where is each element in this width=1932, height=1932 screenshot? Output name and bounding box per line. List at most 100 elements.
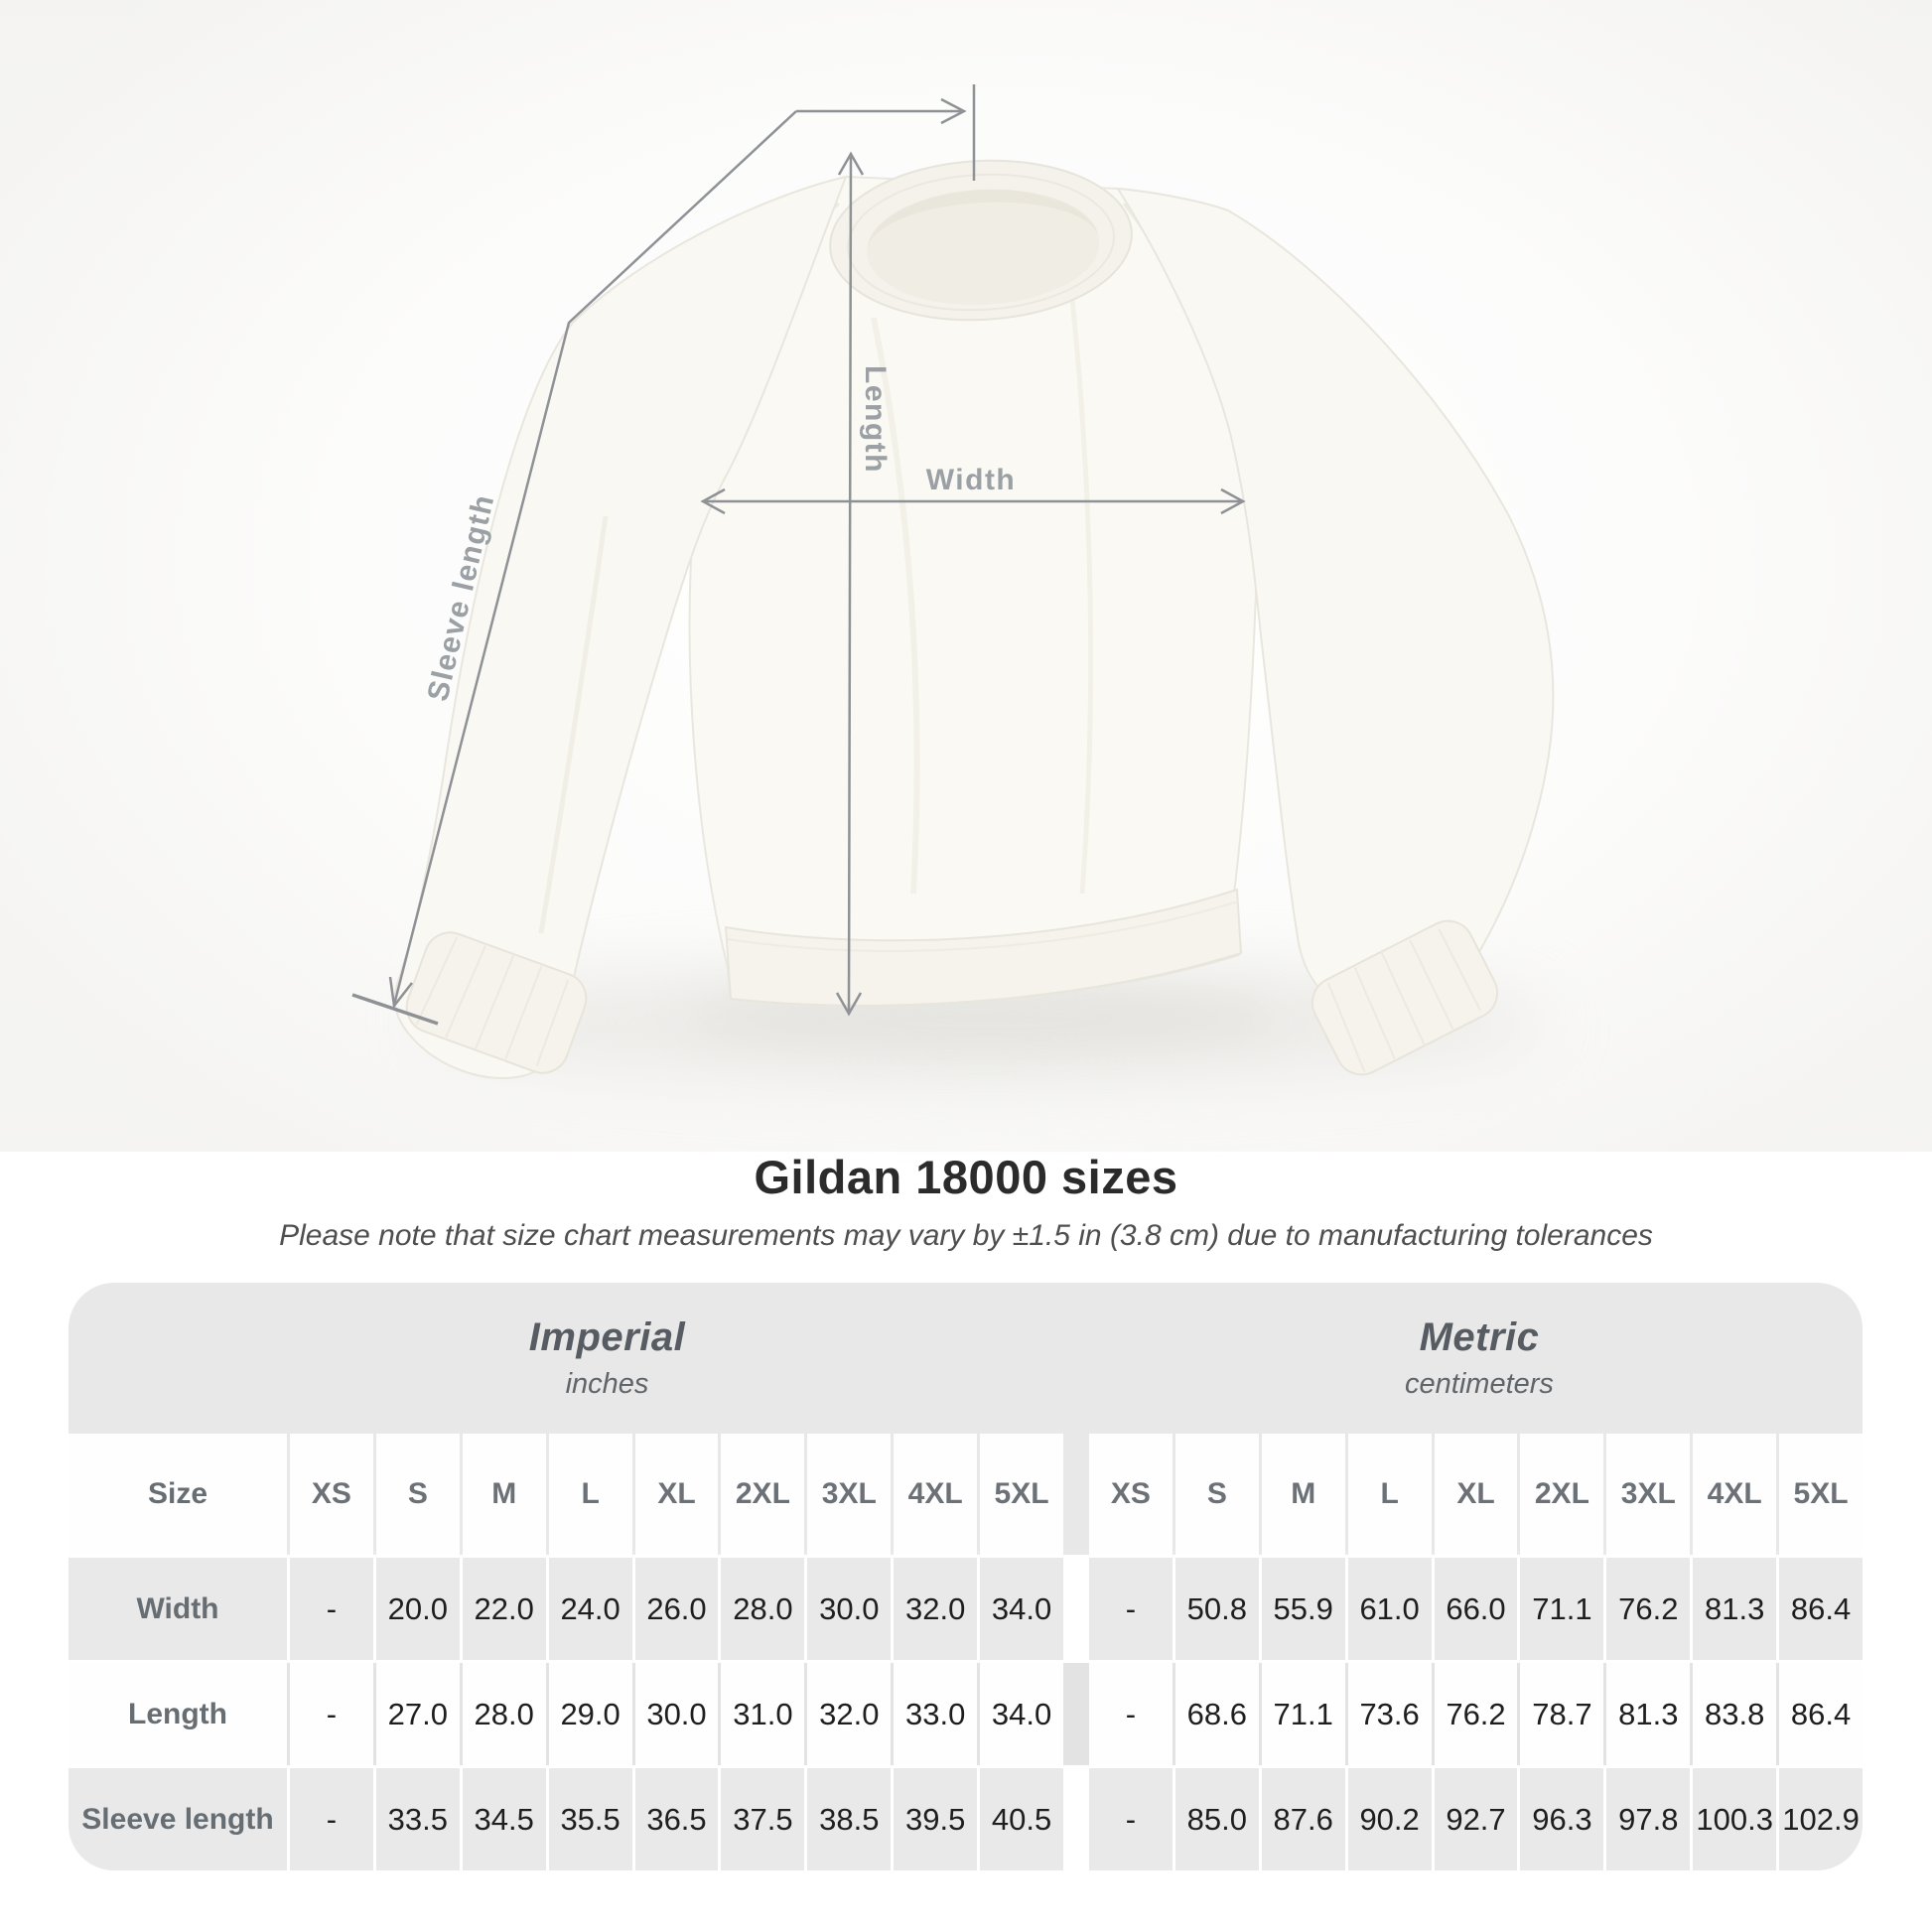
size-header-cell: 4XL — [1693, 1434, 1777, 1555]
measurement-cell: - — [290, 1663, 373, 1765]
measurement-cell: 55.9 — [1261, 1558, 1345, 1660]
measurement-cell: 30.0 — [634, 1663, 719, 1765]
width-dimension-label: Width — [925, 464, 1017, 496]
size-header-cell: 2XL — [1520, 1434, 1604, 1555]
sweatshirt-illustration — [351, 84, 1555, 1079]
measurement-cell: 68.6 — [1174, 1663, 1259, 1765]
size-header-cell: XS — [290, 1434, 373, 1555]
measurement-cell: 96.3 — [1520, 1768, 1604, 1870]
measurement-cell: 31.0 — [721, 1663, 805, 1765]
measurement-cell: 30.0 — [807, 1558, 892, 1660]
measurement-cell: 37.5 — [721, 1768, 805, 1870]
measurement-cell: 24.0 — [548, 1558, 632, 1660]
length-metric-values: -68.6 71.1 73.6 76.2 78.7 81.3 83.8 86.4 — [1089, 1663, 1863, 1765]
measurement-cell: 32.0 — [894, 1558, 978, 1660]
measurement-cell: 66.0 — [1434, 1558, 1518, 1660]
measurement-cell: 100.3 — [1693, 1768, 1777, 1870]
right-cuff — [1311, 919, 1499, 1076]
measurement-cell: - — [1089, 1663, 1173, 1765]
measurement-cell: 83.8 — [1693, 1663, 1777, 1765]
size-header-cell: XS — [1089, 1434, 1173, 1555]
measurement-cell: 71.1 — [1261, 1663, 1345, 1765]
table-row-sleeve-length: Sleeve length -33.5 34.5 35.5 36.5 37.5 38.5 3… — [69, 1765, 1863, 1870]
measurement-cell: 81.3 — [1693, 1558, 1777, 1660]
page-title: Gildan 18000 sizes — [754, 1151, 1178, 1203]
sleeve-length-dimension-arrow — [351, 110, 797, 1026]
measurement-cell: 29.0 — [548, 1663, 632, 1765]
measurement-cell: 33.0 — [894, 1663, 978, 1765]
size-header-row: Size XS S M L XL 2XL 3XL 4XL 5XL XS S M L XL 2XL 3XL 4X… — [69, 1434, 1863, 1555]
measurement-cell: 86.4 — [1779, 1663, 1863, 1765]
size-header-cell: M — [1261, 1434, 1345, 1555]
size-header-cell: 2XL — [721, 1434, 805, 1555]
width-dimension-arrow — [700, 487, 1246, 515]
table-row-length: Length -27.0 28.0 29.0 30.0 31.0 32.0 33.0 34.0… — [69, 1660, 1863, 1765]
hem-stitch — [727, 900, 1239, 952]
measurement-cell: 71.1 — [1520, 1558, 1604, 1660]
measurement-cell: 20.0 — [375, 1558, 460, 1660]
size-header-cell: S — [1174, 1434, 1259, 1555]
size-header-cell: XL — [1434, 1434, 1518, 1555]
metric-group-header: Metric centimeters — [1096, 1283, 1863, 1434]
measurement-cell: 85.0 — [1174, 1768, 1259, 1870]
length-dimension-arrow — [835, 151, 865, 1017]
measurement-cell: 76.2 — [1434, 1663, 1518, 1765]
measurement-cell: 28.0 — [462, 1663, 546, 1765]
sleeve-metric-values: -85.0 87.6 90.2 92.7 96.3 97.8 100.3 102.9 — [1089, 1768, 1863, 1870]
measurement-cell: 97.8 — [1606, 1768, 1691, 1870]
row-label-length: Length — [69, 1663, 287, 1765]
imperial-group-unit: inches — [565, 1368, 649, 1400]
measurement-cell: 22.0 — [462, 1558, 546, 1660]
fabric-crease — [1069, 297, 1094, 895]
measurement-cell: 32.0 — [807, 1663, 892, 1765]
size-header-cell: 5XL — [980, 1434, 1064, 1555]
size-column-header: Size — [69, 1434, 287, 1555]
measurement-cell: 76.2 — [1606, 1558, 1691, 1660]
measurement-cell: 90.2 — [1347, 1768, 1432, 1870]
table-row-width: Width -20.0 22.0 24.0 26.0 28.0 30.0 32.0 34.0 … — [69, 1555, 1863, 1660]
measurement-cell: 33.5 — [375, 1768, 460, 1870]
measurement-cell: 81.3 — [1606, 1663, 1691, 1765]
product-photo-section: Length Width Sleeve length — [0, 0, 1932, 1152]
measurement-cell: 34.5 — [462, 1768, 546, 1870]
left-cuff — [405, 931, 588, 1074]
imperial-group-label: Imperial — [528, 1315, 686, 1359]
row-label-sleeve-length: Sleeve length — [69, 1768, 287, 1870]
metric-group-label: Metric — [1419, 1315, 1540, 1359]
measurement-cell: 34.0 — [980, 1663, 1064, 1765]
measurement-cell: 40.5 — [980, 1768, 1064, 1870]
measurement-cell: - — [1089, 1558, 1173, 1660]
unit-group-header: Imperial inches Metric centimeters — [69, 1283, 1863, 1434]
measurement-cell: - — [290, 1558, 373, 1660]
collar — [829, 159, 1133, 322]
shoulder-reference-arrow — [796, 84, 976, 181]
measurement-cell: 38.5 — [807, 1768, 892, 1870]
measurement-cell: 27.0 — [375, 1663, 460, 1765]
measurement-cell: 35.5 — [548, 1768, 632, 1870]
measurement-cell: 34.0 — [980, 1558, 1064, 1660]
metric-group-unit: centimeters — [1405, 1368, 1554, 1400]
tolerance-note: Please note that size chart measurements… — [279, 1219, 1653, 1252]
measurement-cell: 61.0 — [1347, 1558, 1432, 1660]
size-header-cell: L — [1347, 1434, 1432, 1555]
size-table: Imperial inches Metric centimeters Size … — [69, 1283, 1863, 1870]
size-header-cell: M — [462, 1434, 546, 1555]
row-label-width: Width — [69, 1558, 287, 1660]
measurement-cell: 50.8 — [1174, 1558, 1259, 1660]
measurement-cell: 78.7 — [1520, 1663, 1604, 1765]
imperial-size-headers: XS S M L XL 2XL 3XL 4XL 5XL — [290, 1434, 1064, 1555]
measurement-cell: - — [1089, 1768, 1173, 1870]
measurement-cell: - — [290, 1768, 373, 1870]
measurement-cell: 28.0 — [721, 1558, 805, 1660]
size-header-cell: L — [548, 1434, 632, 1555]
measurement-cell: 36.5 — [634, 1768, 719, 1870]
size-header-cell: 5XL — [1779, 1434, 1863, 1555]
metric-size-headers: XS S M L XL 2XL 3XL 4XL 5XL — [1089, 1434, 1863, 1555]
sleeve-imperial-values: -33.5 34.5 35.5 36.5 37.5 38.5 39.5 40.5 — [290, 1768, 1064, 1870]
size-header-cell: 3XL — [807, 1434, 892, 1555]
measurement-cell: 73.6 — [1347, 1663, 1432, 1765]
left-sleeve — [393, 175, 848, 1079]
size-header-cell: 3XL — [1606, 1434, 1691, 1555]
measurement-cell: 86.4 — [1779, 1558, 1863, 1660]
